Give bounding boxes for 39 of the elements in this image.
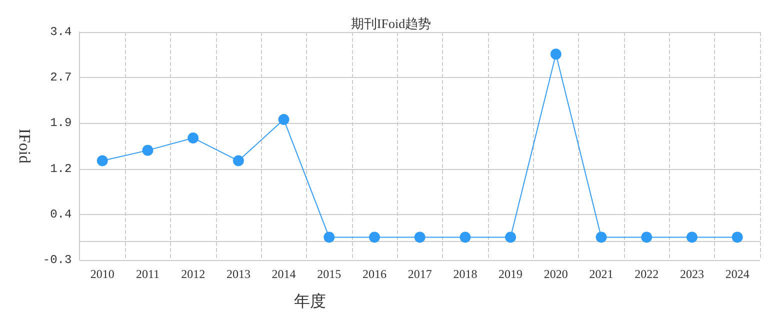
x-tick-label: 2012	[181, 267, 206, 281]
y-tick-label: 1.9	[50, 116, 72, 130]
x-tick-label: 2011	[136, 267, 160, 281]
y-tick-label: -0.3	[42, 253, 72, 267]
x-tick-label: 2022	[634, 267, 659, 281]
point	[188, 132, 199, 144]
chart-title: 期刊IFoid趋势	[350, 16, 432, 31]
y-tick-label: 0.4	[50, 207, 72, 222]
point	[596, 232, 607, 243]
point	[686, 232, 698, 243]
point	[414, 232, 426, 243]
point	[550, 48, 562, 60]
point	[324, 232, 335, 243]
x-tick-label: 2020	[544, 267, 568, 281]
point	[278, 114, 290, 125]
x-tick-label: 2016	[362, 267, 386, 281]
x-tick-label: 2018	[453, 267, 478, 281]
y-axis-title: IFoid	[16, 128, 32, 164]
y-tick-label: 2.7	[50, 70, 72, 85]
x-tick-label: 2024	[725, 267, 750, 281]
point	[232, 155, 244, 166]
x-tick-label: 2021	[589, 267, 614, 281]
y-tick-label: 3.4	[50, 25, 72, 39]
x-axis-title: 年度	[294, 292, 326, 310]
point	[505, 232, 516, 243]
x-tick-label: 2023	[680, 267, 704, 281]
x-tick-label: 2017	[408, 267, 432, 281]
x-tick-label: 2019	[498, 267, 523, 281]
point	[142, 144, 154, 156]
x-tick-label: 2014	[272, 267, 296, 281]
point	[369, 232, 380, 243]
point	[732, 232, 743, 243]
point	[641, 232, 652, 243]
point	[460, 232, 471, 243]
y-tick-label: 1.2	[50, 162, 72, 176]
x-tick-label: 2015	[317, 267, 342, 281]
point	[96, 155, 108, 166]
x-tick-label: 2010	[90, 267, 114, 281]
x-tick-label: 2013	[226, 267, 250, 281]
